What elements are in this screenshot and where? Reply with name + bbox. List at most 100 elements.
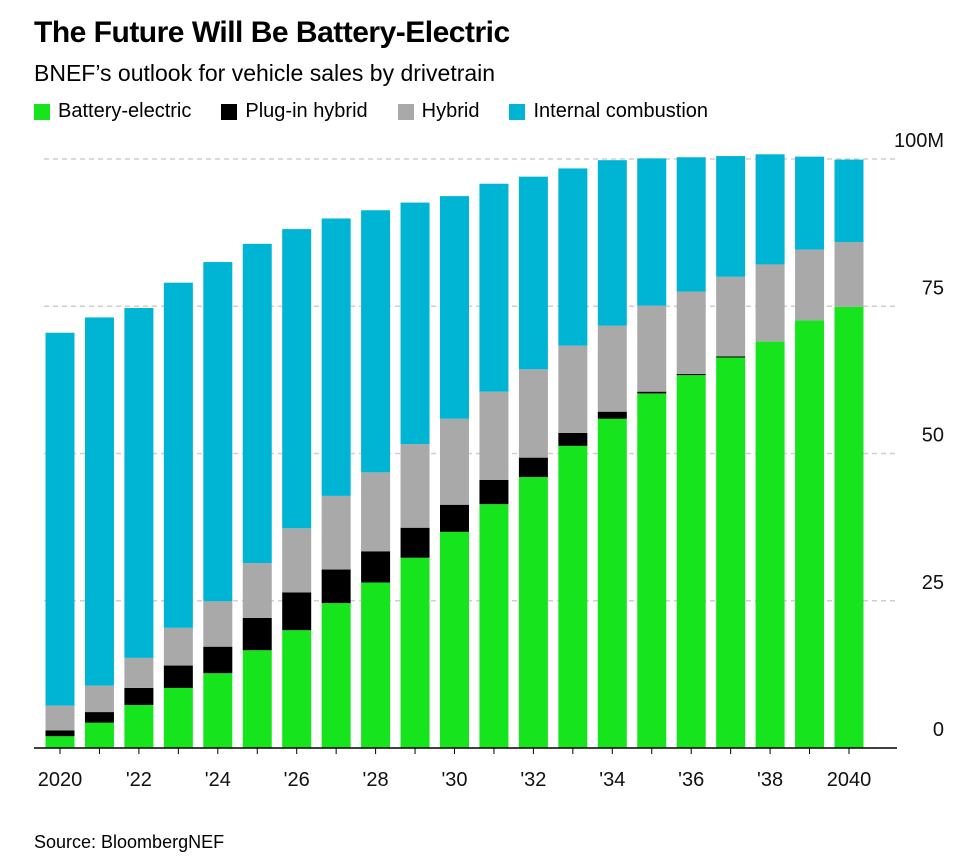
bar-hybrid-2028 [361,472,391,552]
bar-plug-in-hybrid-2033 [558,432,588,446]
bar-internal-combustion-2034 [597,160,627,326]
y-tick-label-100: 100M [894,130,944,152]
legend-swatch-internal-combustion [509,103,526,120]
bar-plug-in-hybrid-2031 [479,480,509,505]
bar-internal-combustion-2024 [203,262,233,602]
bar-battery-electric-2036 [676,375,706,748]
bar-hybrid-2024 [203,601,233,647]
bar-plug-in-hybrid-2035 [637,391,667,394]
bar-plug-in-hybrid-2026 [282,592,312,631]
bar-battery-electric-2038 [755,341,785,748]
bar-internal-combustion-2030 [440,196,469,419]
bar-hybrid-2040 [834,242,864,307]
bar-plug-in-hybrid-2025 [242,617,272,651]
legend-label-hybrid: Hybrid [421,100,480,122]
y-tick-label-75: 75 [922,277,944,299]
legend-label-internal-combustion: Internal combustion [533,100,709,122]
bar-hybrid-2023 [163,627,193,666]
bar-hybrid-2031 [479,391,509,481]
bar-battery-electric-2032 [518,477,548,748]
bar-battery-electric-2040 [834,306,864,748]
bar-plug-in-hybrid-2020 [45,730,75,737]
bar-hybrid-2025 [242,563,272,618]
bar-internal-combustion-2031 [479,183,509,392]
legend-label-battery-electric: Battery-electric [58,100,192,122]
bar-battery-electric-2037 [716,357,746,748]
legend-swatch-battery-electric [34,103,50,120]
bar-battery-electric-2033 [558,445,588,748]
bar-internal-combustion-2022 [124,308,154,658]
bar-battery-electric-2024 [203,673,233,748]
legend-item-hybrid: Hybrid [397,100,480,123]
legend-swatch-plug-in-hybrid [221,103,238,120]
bar-battery-electric-2029 [400,557,430,748]
bar-hybrid-2026 [282,528,312,593]
bar-internal-combustion-2020 [45,332,75,706]
bar-hybrid-2039 [795,249,825,321]
x-tick-label-2040: 2040 [827,769,872,791]
bar-hybrid-2021 [84,685,114,713]
bar-internal-combustion-2023 [163,282,193,628]
bar-battery-electric-2022 [124,705,154,748]
x-tick-label-2024: '24 [205,769,231,791]
bar-battery-electric-2039 [795,320,825,748]
bar-internal-combustion-2025 [242,243,272,564]
bar-internal-combustion-2036 [676,157,706,292]
bar-hybrid-2020 [45,705,75,731]
chart-subtitle: BNEF’s outlook for vehicle sales by driv… [34,60,496,86]
bar-battery-electric-2025 [242,650,272,748]
bar-internal-combustion-2027 [321,218,351,496]
bar-plug-in-hybrid-2022 [124,687,154,706]
x-tick-label-2026: '26 [284,769,310,791]
bar-plug-in-hybrid-2034 [597,411,627,419]
y-tick-label-0: 0 [933,719,944,741]
bar-internal-combustion-2038 [755,154,785,265]
x-tick-label-2038: '38 [757,769,783,791]
x-tick-label-2032: '32 [520,769,546,791]
bar-plug-in-hybrid-2036 [676,373,706,376]
bar-plug-in-hybrid-2028 [361,551,391,583]
bar-hybrid-2035 [637,305,667,392]
bar-battery-electric-2020 [45,736,75,748]
bar-hybrid-2032 [518,369,548,458]
x-tick-label-2022: '22 [126,769,152,791]
bar-plug-in-hybrid-2023 [163,665,193,688]
bar-battery-electric-2035 [637,393,667,748]
bar-battery-electric-2023 [163,687,193,748]
bar-hybrid-2030 [440,418,469,505]
legend-item-plug-in-hybrid: Plug-in hybrid [221,100,368,123]
bar-internal-combustion-2035 [637,158,667,306]
x-tick-label-2030: '30 [441,769,467,791]
bar-hybrid-2036 [676,291,706,374]
bar-internal-combustion-2026 [282,229,312,529]
bar-hybrid-2033 [558,345,588,433]
bar-plug-in-hybrid-2021 [84,712,114,723]
bar-internal-combustion-2037 [716,156,746,277]
x-tick-label-2034: '34 [599,769,625,791]
legend-item-internal-combustion: Internal combustion [509,100,708,123]
bar-battery-electric-2027 [321,603,351,748]
bar-battery-electric-2026 [282,630,312,748]
x-tick-label-2036: '36 [678,769,704,791]
legend: Battery-electric Plug-in hybrid Hybrid I… [34,100,738,123]
bar-internal-combustion-2032 [518,176,548,370]
bar-plug-in-hybrid-2037 [716,356,746,358]
bar-internal-combustion-2021 [84,317,114,686]
bar-plug-in-hybrid-2029 [400,527,430,558]
bar-hybrid-2038 [755,264,785,342]
bar-plug-in-hybrid-2027 [321,569,351,604]
bar-plug-in-hybrid-2032 [518,457,548,478]
bar-internal-combustion-2033 [558,168,588,346]
legend-item-battery-electric: Battery-electric [34,100,191,123]
bar-battery-electric-2030 [440,531,469,748]
bar-hybrid-2022 [124,657,154,688]
bar-battery-electric-2031 [479,504,509,748]
bar-battery-electric-2028 [361,582,391,748]
legend-label-plug-in-hybrid: Plug-in hybrid [245,100,368,122]
x-tick-label-2020: 2020 [38,769,83,791]
bar-hybrid-2029 [400,444,430,528]
bar-hybrid-2037 [716,276,746,357]
source-note: Source: BloombergNEF [34,832,225,852]
bar-battery-electric-2034 [597,418,627,748]
